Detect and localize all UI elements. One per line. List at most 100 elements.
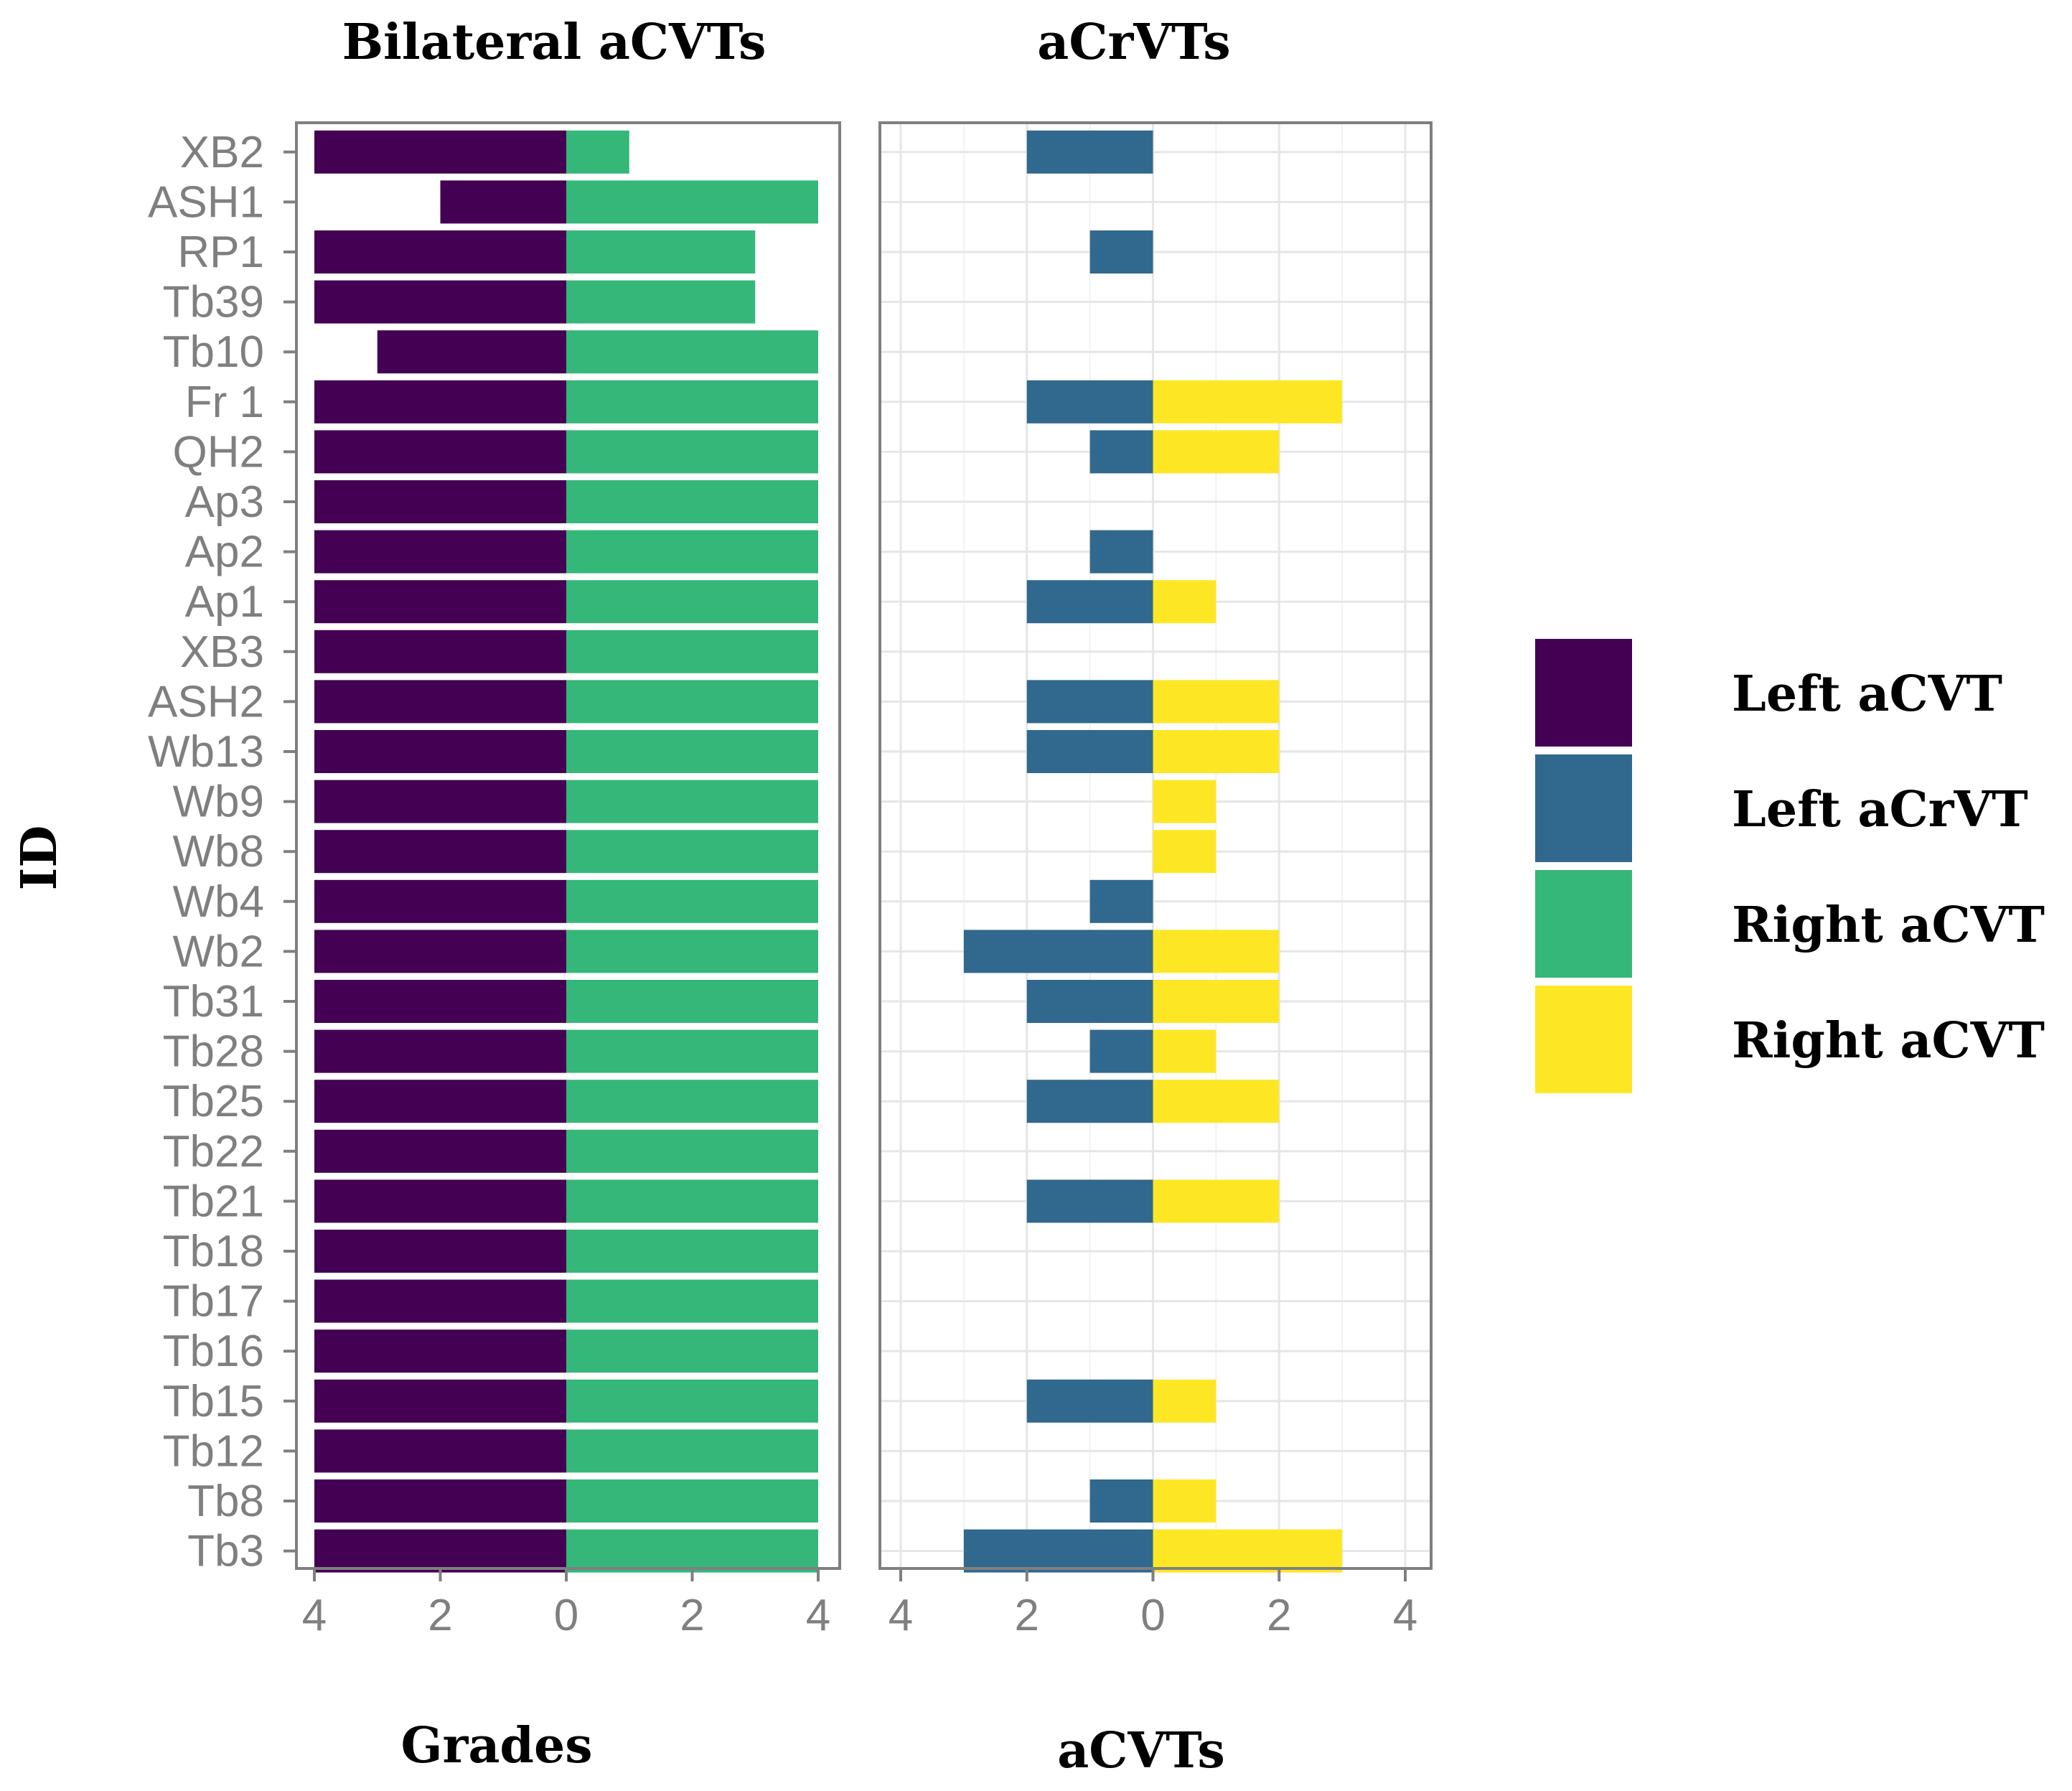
- bar-right-acvt: [566, 1029, 818, 1073]
- panel-1-frame: [295, 121, 841, 1570]
- bar-right-acvt: [566, 1379, 818, 1423]
- y-tick-label: Tb17: [163, 1277, 264, 1327]
- panel-2-bars: [963, 130, 1343, 1573]
- bar-left-acvt: [314, 1329, 566, 1373]
- y-tick-label: ASH2: [148, 677, 264, 726]
- bar-right-acvt: [566, 280, 756, 324]
- bar-right-acvt: [566, 879, 818, 923]
- y-tick-label: Fr 1: [185, 378, 264, 427]
- bar-right-acvt: [1153, 430, 1280, 474]
- bar-right-acvt: [566, 1129, 818, 1173]
- y-tick-label: Tb39: [163, 278, 264, 327]
- bar-left-acvt: [314, 1429, 566, 1473]
- x-tick-label: 2: [1267, 1591, 1291, 1640]
- bar-right-acvt: [1153, 1080, 1280, 1123]
- bar-right-acvt: [566, 980, 818, 1023]
- y-tick-label: RP1: [177, 228, 264, 277]
- bar-left-acrvt: [963, 1529, 1153, 1573]
- bar-left-acvt: [314, 380, 566, 424]
- bar-right-acvt: [566, 330, 818, 374]
- y-tick-label: Ap3: [185, 477, 264, 527]
- legend-swatch: [1535, 754, 1632, 862]
- bar-left-acvt: [314, 1080, 566, 1123]
- bar-right-acvt: [1153, 680, 1280, 724]
- y-tick-label: XB2: [180, 128, 264, 177]
- bar-left-acrvt: [1026, 1179, 1153, 1223]
- y-tick-label: Tb3: [187, 1527, 264, 1576]
- bar-left-acrvt: [1026, 380, 1153, 424]
- bar-left-acvt: [314, 780, 566, 823]
- bar-left-acvt: [314, 280, 566, 324]
- bar-right-acvt: [1153, 780, 1217, 823]
- y-tick-label: Tb31: [163, 977, 264, 1027]
- legend-swatch: [1535, 870, 1632, 978]
- panel-1-bars: [314, 130, 818, 1573]
- bar-left-acrvt: [1089, 530, 1153, 574]
- y-tick-label: Wb9: [173, 777, 264, 827]
- bar-right-acvt: [566, 630, 818, 673]
- bar-left-acvt: [314, 1529, 566, 1573]
- bar-right-acvt: [566, 1179, 818, 1223]
- bar-right-acvt: [566, 580, 818, 624]
- y-tick-label: Tb21: [163, 1177, 264, 1226]
- y-tick-label: Tb8: [187, 1477, 264, 1526]
- panel-acrvts: aCrVTs 4 2 0 2 4 aCVTs: [878, 14, 1433, 1780]
- y-tick-label: Tb12: [163, 1426, 264, 1476]
- y-tick-label: Tb15: [163, 1377, 264, 1426]
- legend-swatch: [1535, 639, 1632, 747]
- bar-left-acvt: [314, 1379, 566, 1423]
- legend-label: Right aCVT: [1732, 897, 2045, 954]
- bar-left-acrvt: [1089, 1479, 1153, 1523]
- y-tick-label: Ap2: [185, 528, 264, 577]
- bar-right-acvt: [1153, 730, 1280, 773]
- y-tick-label: XB3: [180, 627, 264, 677]
- bar-right-acvt: [1153, 1479, 1217, 1523]
- x-tick-label: 0: [1140, 1591, 1165, 1640]
- bar-left-acvt: [314, 480, 566, 523]
- y-tick-label: Wb4: [173, 877, 264, 927]
- bar-right-acvt: [1153, 1379, 1217, 1423]
- bar-left-acvt: [377, 330, 566, 374]
- legend-label: Left aCVT: [1732, 665, 2002, 723]
- panel-2-x-axis-title: aCVTs: [1057, 1722, 1225, 1780]
- bar-left-acvt: [314, 730, 566, 773]
- bar-right-acvt: [566, 380, 818, 424]
- bar-right-acvt: [566, 830, 818, 874]
- bar-left-acvt: [314, 879, 566, 923]
- x-tick-label: 4: [806, 1591, 830, 1640]
- x-tick-label: 4: [889, 1591, 913, 1640]
- y-tick-label: Tb10: [163, 327, 264, 377]
- bar-left-acvt: [314, 530, 566, 574]
- bar-left-acvt: [314, 1279, 566, 1323]
- bar-left-acrvt: [1089, 430, 1153, 474]
- bar-left-acrvt: [1089, 879, 1153, 923]
- y-tick-label: Wb2: [173, 927, 264, 976]
- y-tick-label: Wb8: [173, 827, 264, 876]
- y-tick-label: Tb18: [163, 1227, 264, 1276]
- bar-left-acrvt: [1026, 680, 1153, 724]
- bar-left-acrvt: [1026, 1080, 1153, 1123]
- bar-left-acrvt: [963, 930, 1153, 973]
- bar-left-acrvt: [1026, 580, 1153, 624]
- x-tick-label: 4: [1393, 1591, 1417, 1640]
- panel-1-x-axis-ticks: 4 2 0 2 4: [302, 1568, 830, 1640]
- y-tick-label: Tb28: [163, 1027, 264, 1077]
- panel-2-x-axis-ticks: 4 2 0 2 4: [889, 1568, 1417, 1640]
- bar-left-acvt: [314, 680, 566, 724]
- bar-left-acrvt: [1026, 730, 1153, 773]
- bar-right-acvt: [566, 680, 818, 724]
- bar-right-acvt: [1153, 380, 1343, 424]
- bar-left-acvt: [314, 1029, 566, 1073]
- panel-2-frame: [878, 121, 1433, 1570]
- bar-left-acrvt: [1026, 130, 1153, 174]
- legend-swatch: [1535, 986, 1632, 1093]
- y-tick-label: Tb25: [163, 1077, 264, 1126]
- bar-left-acvt: [440, 180, 566, 224]
- bar-right-acvt: [1153, 1029, 1217, 1073]
- bar-left-acvt: [314, 980, 566, 1023]
- bar-right-acvt: [566, 530, 818, 574]
- legend-label: Left aCrVT: [1732, 781, 2028, 838]
- legend-label: Right aCVT: [1732, 1012, 2045, 1070]
